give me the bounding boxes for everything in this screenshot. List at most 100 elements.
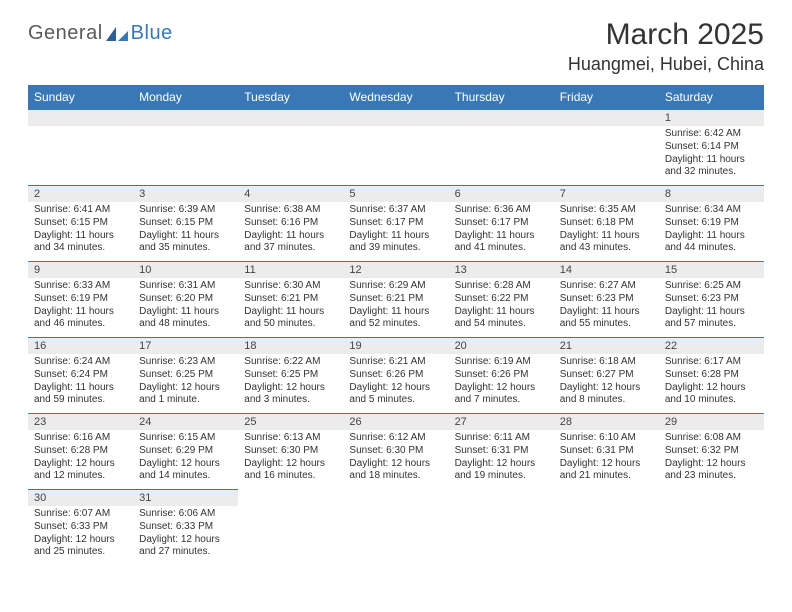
daylight-text: Daylight: 12 hours and 18 minutes. bbox=[349, 458, 442, 484]
weekday-header: Saturday bbox=[659, 85, 764, 110]
calendar-day-cell: 8Sunrise: 6:34 AMSunset: 6:19 PMDaylight… bbox=[659, 186, 764, 262]
calendar-empty-cell bbox=[659, 490, 764, 566]
day-details: Sunrise: 6:35 AMSunset: 6:18 PMDaylight:… bbox=[554, 202, 659, 259]
day-number: 22 bbox=[659, 338, 764, 354]
sunset-text: Sunset: 6:29 PM bbox=[139, 445, 232, 458]
daylight-text: Daylight: 11 hours and 35 minutes. bbox=[139, 230, 232, 256]
daylight-text: Daylight: 12 hours and 12 minutes. bbox=[34, 458, 127, 484]
day-details: Sunrise: 6:24 AMSunset: 6:24 PMDaylight:… bbox=[28, 354, 133, 411]
daylight-text: Daylight: 12 hours and 10 minutes. bbox=[665, 382, 758, 408]
sunset-text: Sunset: 6:19 PM bbox=[665, 217, 758, 230]
empty-day-body bbox=[28, 126, 133, 184]
day-number: 1 bbox=[659, 110, 764, 126]
sunrise-text: Sunrise: 6:36 AM bbox=[455, 204, 548, 217]
calendar-week-row: 16Sunrise: 6:24 AMSunset: 6:24 PMDayligh… bbox=[28, 338, 764, 414]
sunset-text: Sunset: 6:31 PM bbox=[560, 445, 653, 458]
calendar-empty-cell bbox=[343, 110, 448, 186]
calendar-day-cell: 28Sunrise: 6:10 AMSunset: 6:31 PMDayligh… bbox=[554, 414, 659, 490]
daylight-text: Daylight: 12 hours and 1 minute. bbox=[139, 382, 232, 408]
day-number: 20 bbox=[449, 338, 554, 354]
calendar-day-cell: 2Sunrise: 6:41 AMSunset: 6:15 PMDaylight… bbox=[28, 186, 133, 262]
day-details: Sunrise: 6:33 AMSunset: 6:19 PMDaylight:… bbox=[28, 278, 133, 335]
sunset-text: Sunset: 6:26 PM bbox=[455, 369, 548, 382]
sunset-text: Sunset: 6:33 PM bbox=[34, 521, 127, 534]
day-details: Sunrise: 6:31 AMSunset: 6:20 PMDaylight:… bbox=[133, 278, 238, 335]
sunrise-text: Sunrise: 6:34 AM bbox=[665, 204, 758, 217]
sunrise-text: Sunrise: 6:27 AM bbox=[560, 280, 653, 293]
day-details: Sunrise: 6:17 AMSunset: 6:28 PMDaylight:… bbox=[659, 354, 764, 411]
calendar-empty-cell bbox=[238, 490, 343, 566]
day-details: Sunrise: 6:07 AMSunset: 6:33 PMDaylight:… bbox=[28, 506, 133, 563]
daylight-text: Daylight: 12 hours and 8 minutes. bbox=[560, 382, 653, 408]
sunset-text: Sunset: 6:30 PM bbox=[244, 445, 337, 458]
calendar-day-cell: 31Sunrise: 6:06 AMSunset: 6:33 PMDayligh… bbox=[133, 490, 238, 566]
day-number: 9 bbox=[28, 262, 133, 278]
daylight-text: Daylight: 12 hours and 23 minutes. bbox=[665, 458, 758, 484]
sunset-text: Sunset: 6:33 PM bbox=[139, 521, 232, 534]
sunset-text: Sunset: 6:28 PM bbox=[34, 445, 127, 458]
calendar-day-cell: 1Sunrise: 6:42 AMSunset: 6:14 PMDaylight… bbox=[659, 110, 764, 186]
sunset-text: Sunset: 6:16 PM bbox=[244, 217, 337, 230]
sunrise-text: Sunrise: 6:35 AM bbox=[560, 204, 653, 217]
day-number: 19 bbox=[343, 338, 448, 354]
empty-day-body bbox=[238, 126, 343, 184]
calendar-day-cell: 5Sunrise: 6:37 AMSunset: 6:17 PMDaylight… bbox=[343, 186, 448, 262]
sunset-text: Sunset: 6:25 PM bbox=[244, 369, 337, 382]
day-number-empty bbox=[449, 110, 554, 126]
daylight-text: Daylight: 12 hours and 25 minutes. bbox=[34, 534, 127, 560]
sunrise-text: Sunrise: 6:41 AM bbox=[34, 204, 127, 217]
sunrise-text: Sunrise: 6:12 AM bbox=[349, 432, 442, 445]
sunset-text: Sunset: 6:21 PM bbox=[349, 293, 442, 306]
calendar-day-cell: 10Sunrise: 6:31 AMSunset: 6:20 PMDayligh… bbox=[133, 262, 238, 338]
day-details: Sunrise: 6:39 AMSunset: 6:15 PMDaylight:… bbox=[133, 202, 238, 259]
day-details: Sunrise: 6:19 AMSunset: 6:26 PMDaylight:… bbox=[449, 354, 554, 411]
daylight-text: Daylight: 11 hours and 59 minutes. bbox=[34, 382, 127, 408]
calendar-day-cell: 24Sunrise: 6:15 AMSunset: 6:29 PMDayligh… bbox=[133, 414, 238, 490]
weekday-header: Monday bbox=[133, 85, 238, 110]
day-details: Sunrise: 6:28 AMSunset: 6:22 PMDaylight:… bbox=[449, 278, 554, 335]
sunset-text: Sunset: 6:32 PM bbox=[665, 445, 758, 458]
day-number: 11 bbox=[238, 262, 343, 278]
sunrise-text: Sunrise: 6:30 AM bbox=[244, 280, 337, 293]
sunset-text: Sunset: 6:30 PM bbox=[349, 445, 442, 458]
calendar-day-cell: 3Sunrise: 6:39 AMSunset: 6:15 PMDaylight… bbox=[133, 186, 238, 262]
calendar-day-cell: 29Sunrise: 6:08 AMSunset: 6:32 PMDayligh… bbox=[659, 414, 764, 490]
calendar-empty-cell bbox=[133, 110, 238, 186]
calendar-day-cell: 20Sunrise: 6:19 AMSunset: 6:26 PMDayligh… bbox=[449, 338, 554, 414]
sunset-text: Sunset: 6:17 PM bbox=[349, 217, 442, 230]
day-details: Sunrise: 6:16 AMSunset: 6:28 PMDaylight:… bbox=[28, 430, 133, 487]
day-number: 23 bbox=[28, 414, 133, 430]
calendar-day-cell: 26Sunrise: 6:12 AMSunset: 6:30 PMDayligh… bbox=[343, 414, 448, 490]
calendar-week-row: 2Sunrise: 6:41 AMSunset: 6:15 PMDaylight… bbox=[28, 186, 764, 262]
daylight-text: Daylight: 11 hours and 48 minutes. bbox=[139, 306, 232, 332]
calendar-day-cell: 19Sunrise: 6:21 AMSunset: 6:26 PMDayligh… bbox=[343, 338, 448, 414]
weekday-header: Sunday bbox=[28, 85, 133, 110]
daylight-text: Daylight: 11 hours and 44 minutes. bbox=[665, 230, 758, 256]
calendar-table: SundayMondayTuesdayWednesdayThursdayFrid… bbox=[28, 85, 764, 566]
daylight-text: Daylight: 11 hours and 46 minutes. bbox=[34, 306, 127, 332]
calendar-day-cell: 11Sunrise: 6:30 AMSunset: 6:21 PMDayligh… bbox=[238, 262, 343, 338]
day-details: Sunrise: 6:25 AMSunset: 6:23 PMDaylight:… bbox=[659, 278, 764, 335]
day-number: 16 bbox=[28, 338, 133, 354]
day-details: Sunrise: 6:36 AMSunset: 6:17 PMDaylight:… bbox=[449, 202, 554, 259]
sunrise-text: Sunrise: 6:11 AM bbox=[455, 432, 548, 445]
calendar-day-cell: 9Sunrise: 6:33 AMSunset: 6:19 PMDaylight… bbox=[28, 262, 133, 338]
calendar-empty-cell bbox=[449, 110, 554, 186]
weekday-header: Wednesday bbox=[343, 85, 448, 110]
header: General Blue March 2025 Huangmei, Hubei,… bbox=[28, 18, 764, 75]
day-number-empty bbox=[343, 110, 448, 126]
sunrise-text: Sunrise: 6:39 AM bbox=[139, 204, 232, 217]
logo: General Blue bbox=[28, 22, 173, 45]
sunset-text: Sunset: 6:23 PM bbox=[560, 293, 653, 306]
day-details: Sunrise: 6:41 AMSunset: 6:15 PMDaylight:… bbox=[28, 202, 133, 259]
sunset-text: Sunset: 6:18 PM bbox=[560, 217, 653, 230]
calendar-day-cell: 4Sunrise: 6:38 AMSunset: 6:16 PMDaylight… bbox=[238, 186, 343, 262]
sunrise-text: Sunrise: 6:29 AM bbox=[349, 280, 442, 293]
sunset-text: Sunset: 6:25 PM bbox=[139, 369, 232, 382]
sunrise-text: Sunrise: 6:33 AM bbox=[34, 280, 127, 293]
sunrise-text: Sunrise: 6:13 AM bbox=[244, 432, 337, 445]
calendar-day-cell: 13Sunrise: 6:28 AMSunset: 6:22 PMDayligh… bbox=[449, 262, 554, 338]
daylight-text: Daylight: 11 hours and 41 minutes. bbox=[455, 230, 548, 256]
logo-text-general: General bbox=[28, 22, 103, 45]
day-number: 31 bbox=[133, 490, 238, 506]
